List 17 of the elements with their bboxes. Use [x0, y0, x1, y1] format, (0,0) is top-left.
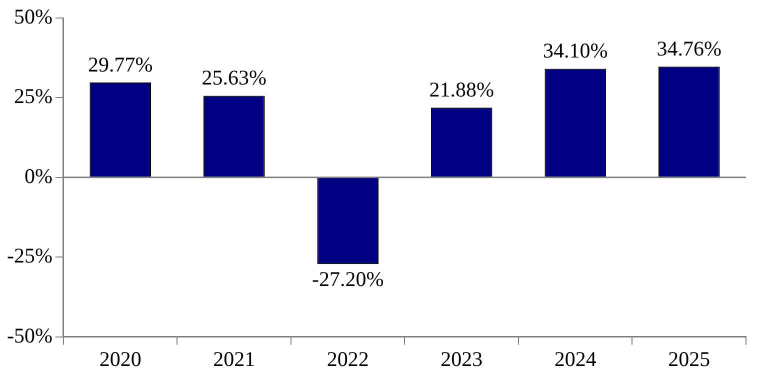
- y-tick-label: -50%: [6, 323, 52, 348]
- y-tick-label: -25%: [6, 244, 52, 268]
- x-tick-label: 2025: [668, 346, 710, 371]
- y-tick-label: 25%: [14, 84, 52, 108]
- x-tick-label: 2020: [99, 346, 142, 371]
- x-tick-label: 2024: [554, 346, 597, 371]
- y-tick-label: 0%: [24, 164, 52, 188]
- data-label: -27.20%: [312, 267, 384, 292]
- x-tick-label: 2021: [213, 346, 256, 371]
- data-label: 29.77%: [88, 52, 153, 77]
- data-label: 34.76%: [656, 36, 722, 61]
- data-label: 21.88%: [429, 78, 494, 102]
- y-tick-label: 50%: [14, 4, 52, 29]
- x-tick-label: 2022: [326, 346, 369, 371]
- x-tick-label: 2023: [440, 346, 483, 371]
- data-label: 34.10%: [542, 38, 608, 63]
- data-label: 25.63%: [202, 66, 266, 90]
